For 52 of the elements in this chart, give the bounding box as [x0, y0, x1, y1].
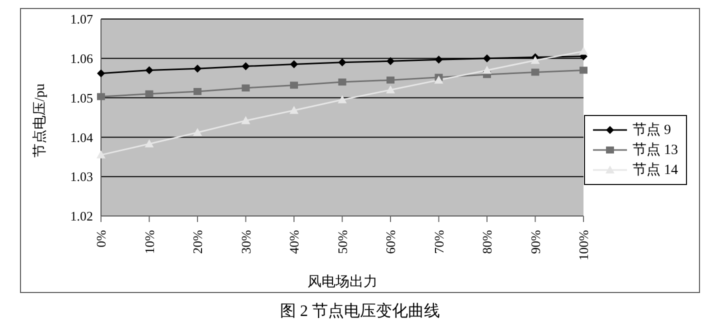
x-axis-title: 风电场出力	[307, 274, 378, 290]
point	[580, 66, 588, 74]
point	[194, 88, 202, 95]
point	[579, 46, 588, 55]
point	[241, 116, 250, 124]
point	[483, 54, 491, 62]
point	[144, 139, 154, 148]
y-tick-label: 1.03	[70, 169, 93, 184]
legend-label: 节点 9	[632, 122, 671, 139]
x-tick-label: 100%	[576, 230, 591, 260]
point	[97, 93, 105, 100]
y-axis-title: 节点电压/pu	[32, 84, 48, 158]
y-tick-label: 1.07	[70, 12, 94, 27]
x-tick-label: 10%	[142, 230, 157, 254]
point	[338, 95, 347, 104]
point	[338, 78, 346, 86]
x-tick-label: 30%	[238, 230, 254, 254]
x-tick-label: 0%	[94, 230, 108, 248]
point	[338, 58, 346, 66]
y-tick-label: 1.06	[70, 51, 94, 66]
point	[530, 56, 540, 64]
legend-label: 节点 14	[632, 162, 678, 179]
point	[97, 69, 105, 78]
x-tick-label: 60%	[383, 230, 398, 254]
point	[194, 64, 202, 73]
point	[290, 82, 298, 89]
x-tick-label: 70%	[431, 230, 446, 254]
x-tick-label: 20%	[190, 230, 205, 254]
x-tick-label: 80%	[480, 230, 494, 254]
point	[96, 150, 106, 158]
x-tick-label: 90%	[528, 230, 543, 254]
point	[242, 84, 250, 92]
point	[290, 60, 298, 68]
point	[531, 68, 540, 76]
y-tick-label: 1.04	[70, 130, 94, 145]
point	[386, 85, 395, 94]
caption: 图 2 节点电压变化曲线	[279, 302, 441, 322]
point	[386, 76, 394, 84]
point	[434, 56, 443, 64]
x-tick-label: 50%	[334, 230, 350, 254]
point	[482, 66, 492, 74]
legend-label: 节点 13	[632, 142, 678, 159]
point	[145, 90, 154, 98]
point	[386, 57, 394, 66]
point	[145, 66, 154, 74]
point	[290, 106, 298, 114]
point	[434, 76, 444, 84]
x-tick-label: 40%	[286, 230, 302, 254]
point	[242, 62, 250, 70]
point	[193, 128, 202, 136]
y-tick-label: 1.02	[70, 208, 93, 224]
y-tick-label: 1.05	[70, 90, 93, 106]
